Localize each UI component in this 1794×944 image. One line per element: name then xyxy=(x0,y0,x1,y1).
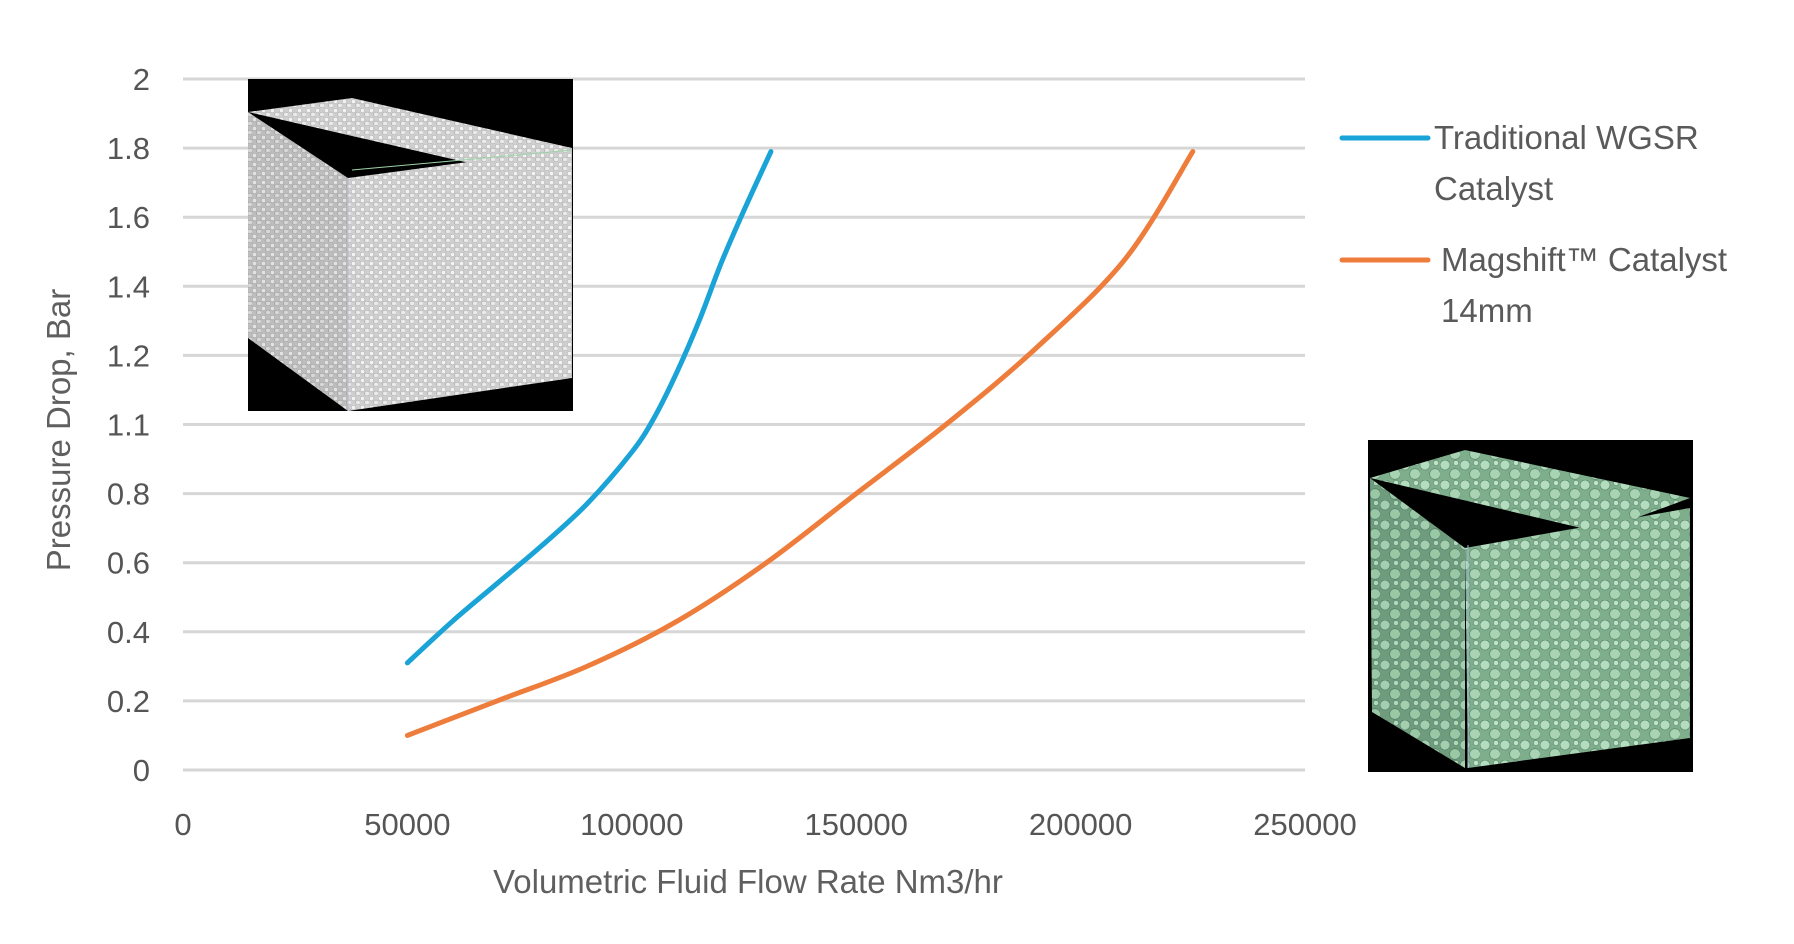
legend-label: Traditional WGSR xyxy=(1434,119,1699,156)
y-tick-label: 2 xyxy=(133,62,150,97)
x-tick-label: 250000 xyxy=(1253,807,1356,842)
x-tick-label: 50000 xyxy=(364,807,450,842)
y-tick-label: 1.6 xyxy=(107,200,150,235)
y-tick-label: 0.6 xyxy=(107,546,150,581)
traditional-catalyst-packed-bed-image xyxy=(248,79,573,411)
x-axis-label: Volumetric Fluid Flow Rate Nm3/hr xyxy=(493,863,1003,900)
legend-label: Catalyst xyxy=(1434,170,1553,207)
y-tick-label: 1.4 xyxy=(107,269,150,304)
x-tick-label: 200000 xyxy=(1029,807,1132,842)
y-tick-label: 1.2 xyxy=(107,338,150,373)
legend-label: Magshift™ Catalyst xyxy=(1441,241,1727,278)
legend-label: 14mm xyxy=(1441,292,1533,329)
series-line-traditional-wgsr xyxy=(404,149,774,666)
y-tick-label: 0.2 xyxy=(107,684,150,719)
series-lines xyxy=(404,149,1196,738)
x-tick-label: 0 xyxy=(174,807,191,842)
x-axis-ticks: 0 50000 100000 150000 200000 250000 xyxy=(174,807,1356,842)
y-tick-label: 0 xyxy=(133,753,150,788)
magshift-catalyst-packed-bed-image xyxy=(1368,440,1693,772)
y-tick-label: 1.8 xyxy=(107,131,150,166)
y-axis-ticks: 0 0.2 0.4 0.6 0.8 1.1 1.2 1.4 1.6 1.8 2 xyxy=(107,62,150,788)
y-tick-label: 1.1 xyxy=(107,408,150,443)
y-tick-label: 0.4 xyxy=(107,615,150,650)
x-tick-label: 150000 xyxy=(804,807,907,842)
x-tick-label: 100000 xyxy=(580,807,683,842)
y-tick-label: 0.8 xyxy=(107,477,150,512)
legend: Traditional WGSR Catalyst Magshift™ Cataly… xyxy=(1339,119,1727,329)
series-line-magshift xyxy=(404,149,1196,738)
y-axis-label: Pressure Drop, Bar xyxy=(40,289,77,571)
